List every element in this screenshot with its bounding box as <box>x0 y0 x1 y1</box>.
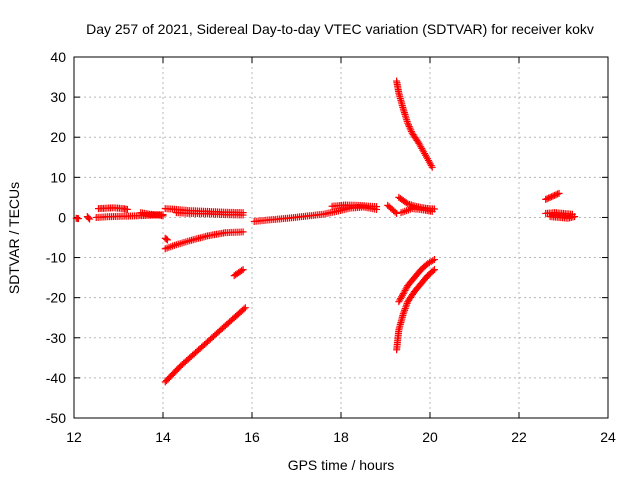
data-point <box>428 207 436 215</box>
data-point <box>241 304 249 312</box>
data-point <box>551 191 559 199</box>
data-point <box>405 123 413 131</box>
data-point <box>548 193 556 201</box>
x-tick-label: 14 <box>155 429 171 445</box>
data-point <box>162 235 170 243</box>
chart-title: Day 257 of 2021, Sidereal Day-to-day VTE… <box>86 21 594 37</box>
grid-lines <box>73 56 609 419</box>
x-tick-label: 22 <box>511 429 527 445</box>
data-point <box>404 119 412 127</box>
y-tick-label: -30 <box>46 330 66 346</box>
data-point <box>159 212 167 220</box>
data-point <box>546 193 554 201</box>
data-point <box>407 126 415 134</box>
y-tick-label: -50 <box>46 410 66 426</box>
data-point <box>402 303 410 311</box>
data-point <box>373 203 381 211</box>
x-axis-label: GPS time / hours <box>288 457 395 473</box>
data-point <box>239 211 247 219</box>
data-point <box>428 163 436 171</box>
y-tick-label: -20 <box>46 290 66 306</box>
data-point <box>430 256 438 264</box>
data-point <box>74 215 82 223</box>
data-point <box>84 214 92 222</box>
data-point <box>571 213 579 221</box>
data-point <box>554 190 562 198</box>
y-tick-label: 10 <box>50 169 66 185</box>
data-point <box>400 308 408 316</box>
data-point <box>429 267 437 275</box>
data-point <box>399 310 407 318</box>
data-point <box>401 306 409 314</box>
data-point <box>401 305 409 313</box>
x-axis-tick-labels: 12 14 16 18 20 22 24 <box>66 429 616 445</box>
data-point <box>403 299 411 307</box>
data-point <box>407 128 415 136</box>
data-point <box>240 305 248 313</box>
x-tick-label: 24 <box>600 429 616 445</box>
y-tick-label: -10 <box>46 250 66 266</box>
x-tick-label: 12 <box>66 429 82 445</box>
data-point <box>391 208 399 216</box>
y-tick-label: 40 <box>50 49 66 65</box>
data-point <box>393 209 401 217</box>
data-point <box>555 189 563 197</box>
data-points <box>72 77 579 386</box>
x-tick-label: 16 <box>244 429 260 445</box>
data-point <box>163 236 171 244</box>
data-point <box>429 257 437 265</box>
data-point <box>545 194 553 202</box>
data-point <box>238 267 246 275</box>
x-tick-label: 18 <box>333 429 349 445</box>
data-point <box>427 162 435 170</box>
y-axis-tick-labels: 40 30 20 10 0 -10 -20 -30 -40 -50 <box>46 49 66 426</box>
y-axis-label: SDTVAR / TECUs <box>6 182 22 294</box>
data-point <box>549 192 557 200</box>
y-tick-label: 30 <box>50 89 66 105</box>
data-point <box>402 199 410 207</box>
data-point <box>542 195 550 203</box>
data-point <box>552 191 560 199</box>
y-tick-label: 20 <box>50 129 66 145</box>
data-point <box>86 215 94 223</box>
data-point <box>239 228 247 236</box>
y-tick-label: -40 <box>46 370 66 386</box>
data-point <box>404 121 412 129</box>
data-point <box>123 205 131 213</box>
data-point <box>406 124 414 132</box>
data-point <box>402 301 410 309</box>
data-point <box>239 266 247 274</box>
data-point <box>430 266 438 274</box>
x-tick-label: 20 <box>422 429 438 445</box>
data-point <box>543 195 551 203</box>
y-tick-label: 0 <box>58 209 66 225</box>
